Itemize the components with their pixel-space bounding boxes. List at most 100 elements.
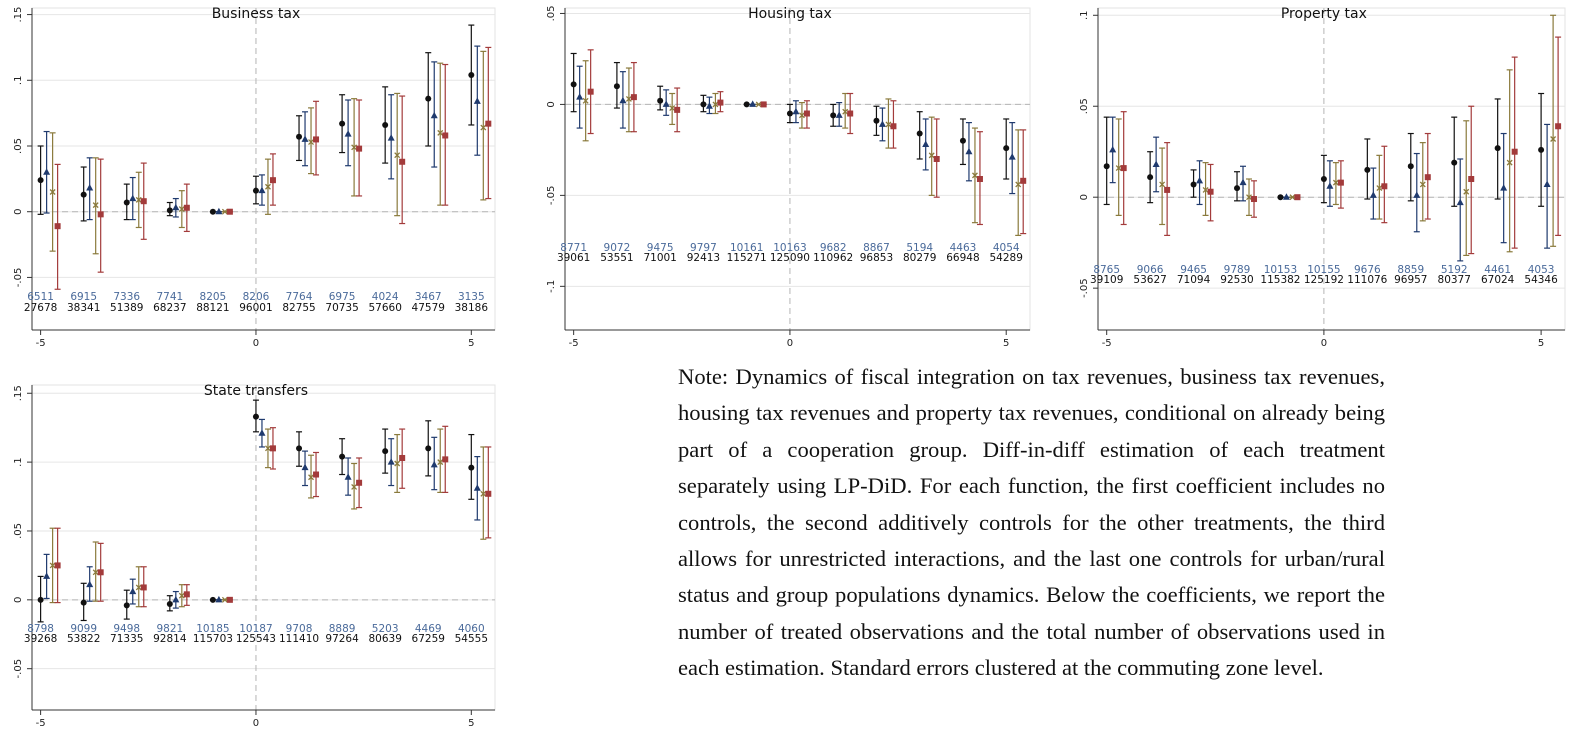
- point: [890, 123, 897, 130]
- treated-count: 9682: [820, 242, 847, 254]
- total-count: 67259: [412, 633, 445, 645]
- point: [468, 464, 475, 471]
- point: [625, 96, 632, 102]
- point: [86, 184, 94, 191]
- point: [344, 130, 352, 137]
- treated-count: 5194: [906, 242, 933, 254]
- plot-area: [31, 7, 496, 331]
- total-count: 47579: [412, 302, 445, 314]
- total-count: 39061: [557, 252, 590, 264]
- total-count: 115703: [193, 633, 233, 645]
- point: [1326, 182, 1334, 189]
- panel-title: State transfers: [204, 383, 308, 399]
- point: [792, 107, 800, 115]
- total-count: 115271: [727, 252, 767, 264]
- total-count: 115382: [1260, 274, 1300, 286]
- point: [442, 456, 449, 463]
- treated-count: 8206: [243, 291, 270, 303]
- point: [1468, 176, 1475, 183]
- point: [129, 194, 137, 202]
- y-tick-label: .15: [13, 7, 24, 23]
- point: [613, 83, 620, 90]
- point: [166, 207, 173, 214]
- point: [1424, 174, 1431, 181]
- treated-count: 4060: [458, 623, 485, 635]
- point: [308, 139, 314, 146]
- point: [1419, 181, 1426, 188]
- treated-count: 9821: [156, 623, 183, 635]
- treated-count: 4024: [372, 291, 399, 303]
- point: [1463, 188, 1470, 195]
- point: [959, 137, 966, 144]
- point: [1376, 185, 1383, 192]
- total-count: 111410: [279, 633, 319, 645]
- point: [1103, 163, 1110, 170]
- y-tick-label: 0: [13, 597, 24, 603]
- panel-title: Housing tax: [748, 6, 832, 22]
- point: [221, 208, 228, 215]
- point: [387, 134, 395, 141]
- point: [1506, 159, 1513, 166]
- point: [258, 186, 266, 194]
- point: [399, 158, 406, 165]
- point: [1020, 177, 1027, 184]
- x-tick-label: -5: [569, 338, 579, 349]
- panel-title: Business tax: [212, 6, 301, 22]
- y-tick-label: 0: [1079, 194, 1090, 200]
- treated-count: 7764: [286, 291, 313, 303]
- point: [215, 595, 223, 603]
- treated-count: 10163: [773, 242, 806, 254]
- total-count: 92530: [1220, 274, 1253, 286]
- treated-count: 4461: [1484, 264, 1511, 276]
- treated-count: 9789: [1224, 264, 1251, 276]
- point: [1152, 160, 1160, 167]
- point: [265, 445, 271, 452]
- point: [140, 584, 147, 591]
- point: [1320, 176, 1327, 183]
- point: [351, 144, 358, 151]
- point: [830, 112, 837, 119]
- point: [344, 473, 352, 480]
- total-count: 111076: [1347, 274, 1387, 286]
- y-tick-label: .1: [13, 76, 24, 86]
- total-count: 71335: [110, 633, 143, 645]
- point: [80, 191, 87, 198]
- point: [1500, 184, 1508, 191]
- point: [97, 569, 104, 576]
- point: [269, 177, 276, 184]
- point: [965, 147, 973, 155]
- point: [37, 177, 44, 184]
- point: [928, 152, 935, 159]
- point: [480, 490, 487, 497]
- x-tick-label: 0: [253, 718, 259, 729]
- total-count: 71094: [1177, 274, 1211, 286]
- point: [657, 97, 664, 104]
- x-tick-label: 0: [1321, 338, 1327, 349]
- treated-count: 4463: [950, 242, 977, 254]
- treated-count: 3135: [458, 291, 485, 303]
- treated-count: 9066: [1137, 264, 1164, 276]
- total-count: 39268: [24, 633, 57, 645]
- point: [786, 110, 793, 117]
- point: [1008, 153, 1016, 160]
- x-tick-label: 5: [1003, 338, 1009, 349]
- total-count: 96853: [860, 252, 893, 264]
- point: [1282, 193, 1290, 200]
- point: [313, 136, 320, 143]
- total-count: 82755: [282, 302, 315, 314]
- point: [442, 132, 449, 139]
- point: [749, 100, 757, 107]
- total-count: 125543: [236, 633, 276, 645]
- treated-count: 10187: [239, 623, 272, 635]
- total-count: 54289: [990, 252, 1023, 264]
- point: [296, 133, 303, 140]
- point: [252, 187, 259, 194]
- point: [712, 101, 719, 108]
- point: [140, 198, 147, 205]
- total-count: 68237: [153, 302, 186, 314]
- x-tick-label: 5: [468, 338, 474, 349]
- plot-area: [564, 7, 1031, 331]
- point: [123, 199, 130, 206]
- y-tick-label: -.1: [546, 280, 557, 293]
